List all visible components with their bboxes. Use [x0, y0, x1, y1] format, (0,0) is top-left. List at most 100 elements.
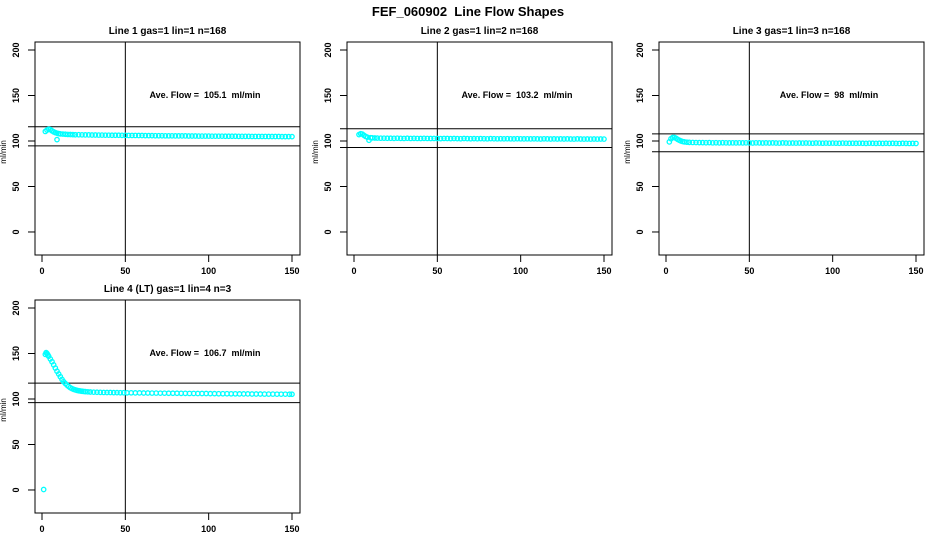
data-point [371, 135, 378, 141]
data-point [112, 132, 119, 139]
data-point [222, 133, 229, 140]
data-point [736, 139, 743, 146]
y-tick-label: 50 [323, 181, 333, 191]
data-point [87, 389, 94, 395]
data-point [117, 389, 124, 396]
data-point [689, 139, 696, 146]
data-point [511, 136, 517, 142]
data-point [135, 132, 142, 139]
data-point [282, 133, 289, 140]
data-point [195, 133, 202, 139]
data-point [856, 140, 863, 147]
data-point [417, 135, 424, 142]
data-point [189, 133, 195, 139]
y-tick-label: 50 [11, 181, 21, 191]
data-point [484, 135, 491, 142]
plot-canvas-line-4: 0 50 100 150 200 0 50 100 150 ml/min [0, 299, 301, 534]
data-point [866, 140, 873, 147]
data-point [796, 140, 803, 146]
data-point [95, 132, 102, 138]
data-point [82, 132, 89, 138]
data-point [551, 136, 557, 142]
data-point [285, 133, 292, 140]
data-point [544, 136, 551, 142]
data-point [846, 140, 853, 147]
data-point [447, 135, 454, 142]
data-point [109, 132, 115, 139]
data-point [729, 139, 736, 146]
y-axis-label: ml/min [624, 140, 632, 164]
data-point [836, 140, 843, 147]
y-tick-label: 100 [11, 133, 21, 148]
data-point [571, 136, 577, 142]
data-point [876, 140, 883, 147]
data-point [175, 133, 182, 139]
y-tick-label: 150 [11, 88, 21, 103]
data-point [723, 139, 729, 146]
data-point [411, 135, 417, 142]
data-point [554, 136, 561, 142]
data-point [239, 133, 245, 140]
data-point [451, 135, 457, 142]
data-point [879, 140, 886, 147]
data-point [581, 136, 587, 142]
data-point [481, 135, 487, 142]
plot-canvas-line-3: 0 50 100 150 200 0 50 100 150 ml/min [624, 41, 925, 276]
data-point [753, 139, 759, 146]
data-point [132, 132, 139, 139]
panel-title: Line 1 gas=1 lin=1 n=168 [108, 26, 227, 37]
data-point [90, 389, 97, 396]
data-point [225, 133, 232, 140]
data-point [107, 389, 114, 396]
data-point [517, 135, 524, 142]
data-point [809, 140, 816, 147]
data-point [873, 140, 879, 147]
data-point [404, 135, 411, 142]
data-point [709, 139, 716, 146]
x-tick-label: 150 [284, 524, 299, 534]
data-point [739, 140, 746, 146]
data-point [464, 135, 471, 142]
data-point [514, 135, 521, 142]
data-point [219, 133, 225, 140]
data-point [719, 139, 726, 146]
data-point [279, 133, 285, 140]
data-point [381, 135, 387, 142]
data-point [853, 140, 859, 147]
data-point [497, 135, 504, 142]
data-point [102, 132, 109, 139]
data-point [275, 133, 282, 140]
data-point [893, 140, 899, 147]
data-point [886, 140, 893, 147]
chart-title: FEF_060902 Line Flow Shapes [371, 4, 565, 19]
data-point [863, 140, 869, 147]
data-point [849, 140, 856, 147]
data-point [693, 139, 699, 146]
data-point [431, 135, 437, 142]
data-point [75, 131, 82, 138]
data-point [799, 140, 806, 146]
data-point [909, 140, 916, 147]
data-point [269, 133, 275, 140]
data-point [733, 140, 739, 146]
data-point [716, 140, 723, 146]
y-axis-label: ml/min [0, 140, 8, 164]
data-point [212, 133, 219, 140]
data-point [441, 135, 447, 142]
data-point [397, 135, 404, 142]
y-tick-label: 200 [11, 42, 21, 57]
data-point [172, 133, 179, 139]
data-point [114, 389, 120, 396]
data-point [766, 140, 773, 146]
data-point [779, 140, 786, 146]
data-point [89, 132, 95, 138]
y-tick-label: 0 [323, 229, 333, 234]
data-point [185, 133, 192, 139]
data-point [79, 131, 85, 138]
plot-canvas-line-1: 0 50 100 150 200 0 50 100 150 ml/min [0, 41, 301, 276]
data-point [686, 139, 693, 146]
data-point [289, 391, 295, 398]
data-point [467, 135, 474, 142]
data-point [205, 133, 212, 139]
data-point [152, 132, 159, 139]
